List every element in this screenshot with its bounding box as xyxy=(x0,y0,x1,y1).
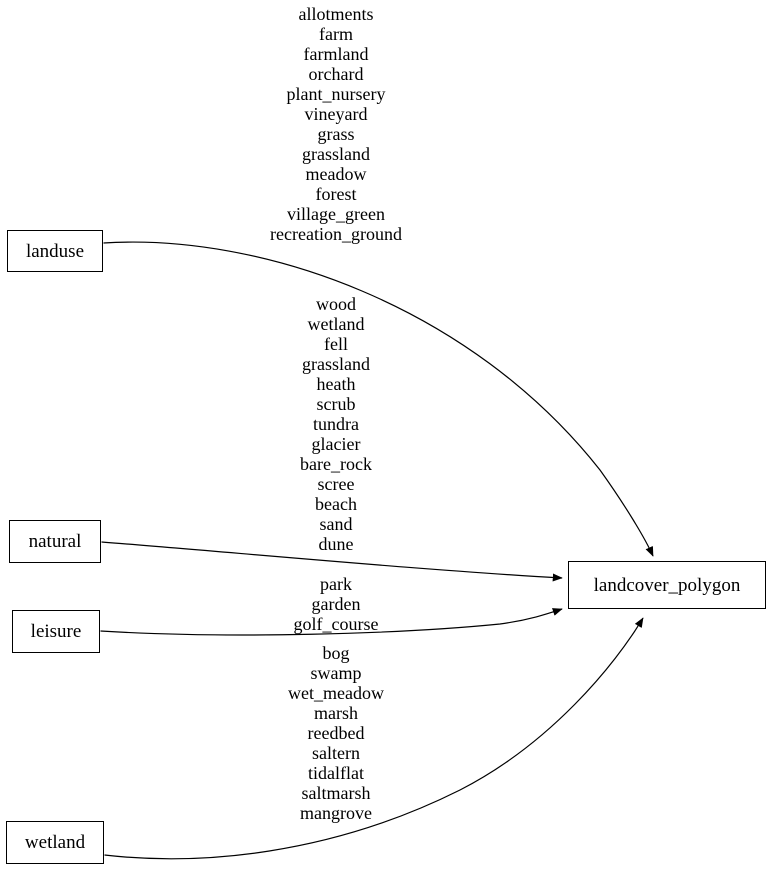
node-natural[interactable]: natural xyxy=(9,520,101,563)
node-landuse-label: landuse xyxy=(25,240,85,262)
edge-landuse-to-landcover-polygon xyxy=(103,241,654,557)
node-landcover-polygon[interactable]: landcover_polygon xyxy=(568,561,766,609)
edge-label-value: scrub xyxy=(316,394,356,414)
edge-label-value: allotments xyxy=(298,4,374,24)
edge-label-value: scree xyxy=(317,474,355,494)
edge-label-value: plant_nursery xyxy=(286,84,386,104)
edge-label-value: swamp xyxy=(310,663,362,683)
node-natural-label: natural xyxy=(28,531,82,552)
edge-wetland-to-landcover-polygon xyxy=(104,617,644,860)
node-leisure-label: leisure xyxy=(30,621,82,642)
edge-label-value: marsh xyxy=(314,703,358,723)
edge-label-value: reedbed xyxy=(307,723,365,743)
edge-label-value: heath xyxy=(316,374,356,394)
edge-label-value: grass xyxy=(317,124,355,144)
edge-label-value: tundra xyxy=(313,414,359,434)
edge-label-value: recreation_ground xyxy=(270,224,402,244)
edge-label-value: park xyxy=(320,574,352,594)
edge-label-value: fell xyxy=(324,334,348,354)
edge-label-value: bog xyxy=(322,643,350,663)
edge-label-value: grassland xyxy=(302,144,370,164)
edge-label-value: forest xyxy=(315,184,357,204)
edge-label-value: meadow xyxy=(305,164,367,184)
edge-label-value: dune xyxy=(318,534,354,554)
edge-label-value: tidalflat xyxy=(308,763,364,783)
edge-labels-landuse: allotments farm farmland orchard plant_nurse… xyxy=(270,4,402,244)
node-landuse[interactable]: landuse xyxy=(7,230,103,272)
edge-label-value: grassland xyxy=(302,354,370,374)
edge-label-value: golf_course xyxy=(293,614,379,634)
edge-label-value: beach xyxy=(315,494,357,514)
edge-label-value: orchard xyxy=(308,64,364,84)
edge-label-value: mangrove xyxy=(300,803,372,823)
edge-label-value: sand xyxy=(319,514,353,534)
edge-label-value: wood xyxy=(316,294,356,314)
edge-labels-wetland: bog swamp wet_meadow marsh reedbed saltern tid… xyxy=(288,643,384,823)
node-landcover-polygon-label: landcover_polygon xyxy=(593,574,741,596)
edge-label-value: farmland xyxy=(303,44,369,64)
edge-label-value: farm xyxy=(319,24,353,44)
edge-label-value: vineyard xyxy=(304,104,368,124)
edge-label-value: wet_meadow xyxy=(288,683,384,703)
edge-natural-to-landcover-polygon xyxy=(101,541,563,582)
node-leisure[interactable]: leisure xyxy=(12,610,100,653)
edge-label-value: saltmarsh xyxy=(301,783,371,803)
edge-labels-natural: wood wetland fell grassland heath scrub tundra… xyxy=(300,294,372,554)
edge-labels-leisure: park garden golf_course xyxy=(294,574,379,634)
edge-label-value: saltern xyxy=(312,743,360,763)
edge-label-value: glacier xyxy=(311,434,361,454)
edge-label-value: wetland xyxy=(307,314,365,334)
edge-label-value: garden xyxy=(311,594,361,614)
node-wetland[interactable]: wetland xyxy=(6,821,104,864)
edge-label-value: bare_rock xyxy=(300,454,372,474)
edge-leisure-to-landcover-polygon xyxy=(100,608,563,636)
edge-label-value: village_green xyxy=(287,204,385,224)
node-wetland-label: wetland xyxy=(24,832,86,853)
